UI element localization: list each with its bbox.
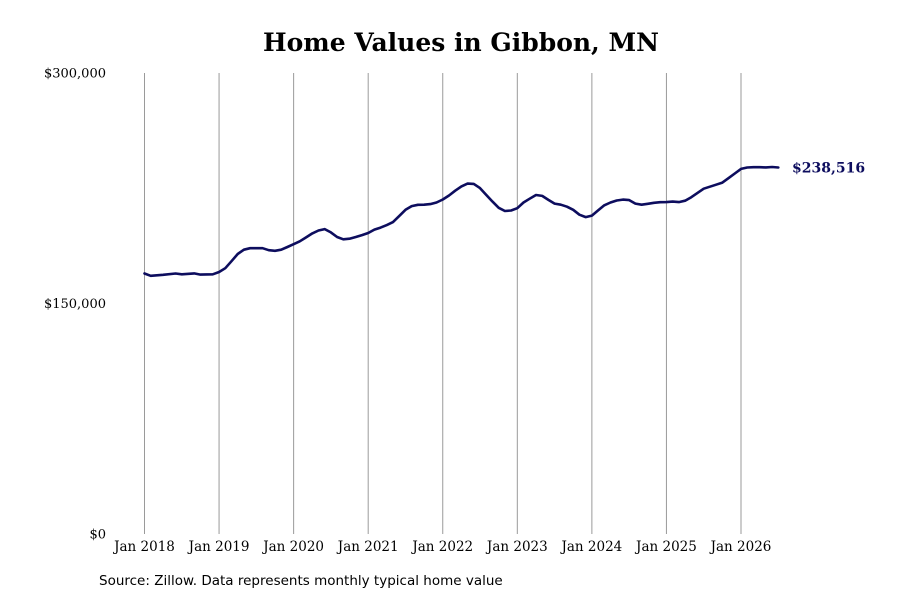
x-tick-label: Jan 2025	[634, 539, 697, 555]
x-tick-label: Jan 2018	[112, 539, 175, 555]
y-tick-label: $300,000	[44, 67, 106, 82]
y-tick-label: $0	[89, 528, 106, 543]
x-tick-label: Jan 2024	[559, 539, 622, 555]
source-note: Source: Zillow. Data represents monthly …	[99, 573, 503, 589]
y-axis-ticks: $0 $150,000 $300,000	[44, 67, 106, 543]
x-tick-label: Jan 2022	[410, 539, 473, 555]
x-tick-label: Jan 2020	[261, 539, 324, 555]
x-tick-label: Jan 2021	[336, 539, 399, 555]
gridlines	[144, 73, 742, 534]
x-tick-label: Jan 2026	[709, 539, 772, 555]
series-line	[143, 165, 780, 278]
chart-title: Home Values in Gibbon, MN	[263, 28, 659, 57]
x-tick-label: Jan 2019	[187, 539, 250, 555]
x-axis-ticks: Jan 2018 Jan 2019 Jan 2020 Jan 2021 Jan 2022…	[112, 539, 771, 555]
series-layer	[143, 165, 780, 278]
x-tick-label: Jan 2023	[485, 539, 548, 555]
end-value-label: $238,516	[792, 160, 865, 176]
y-tick-label: $150,000	[44, 297, 106, 312]
